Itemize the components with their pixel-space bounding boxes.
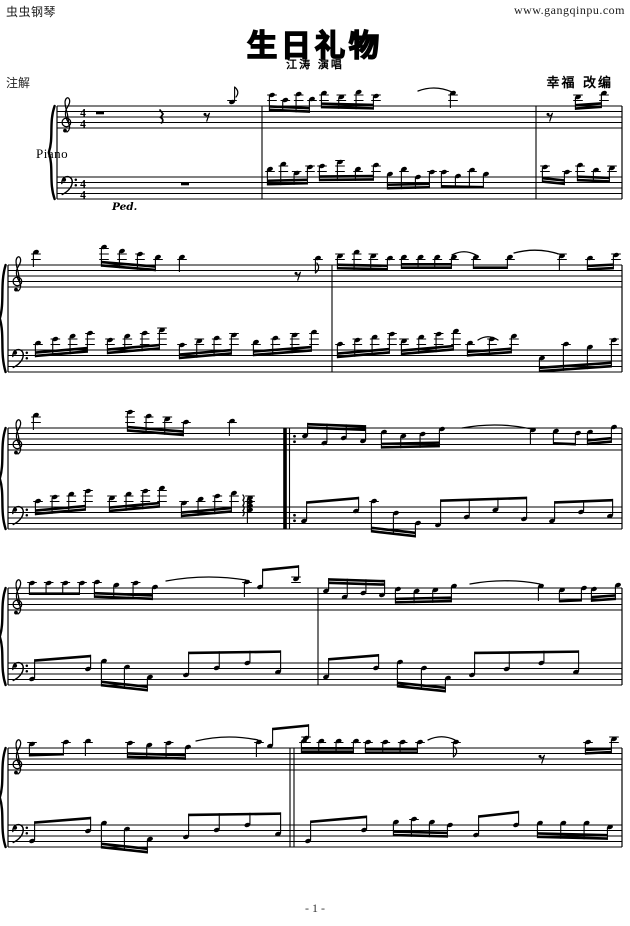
song-title: 生日礼物: [246, 28, 383, 65]
site-name: 虫虫钢琴: [6, 5, 57, 19]
grand-staff-system-3: [0, 409, 623, 538]
annotation-label: 注解: [6, 76, 31, 90]
site-url: www.gangqinpu.com: [513, 3, 625, 17]
performer-credit: 江涛 演唱: [286, 58, 344, 71]
grand-staff-system-4: [0, 565, 623, 693]
time-signature-digit: 4: [80, 189, 86, 201]
arranger-credit: 幸福 改编: [546, 76, 613, 91]
page-number: - 1 -: [305, 901, 325, 915]
instrument-label: Piano: [36, 146, 69, 161]
time-signature-digit: 4: [80, 118, 86, 130]
time-signature-digit: 4: [80, 178, 86, 190]
time-signature-digit: 4: [80, 107, 86, 119]
grand-staff-system-5: [0, 724, 623, 854]
pedal-mark: Ped.: [111, 201, 137, 213]
grand-staff-system-2: [0, 244, 623, 374]
